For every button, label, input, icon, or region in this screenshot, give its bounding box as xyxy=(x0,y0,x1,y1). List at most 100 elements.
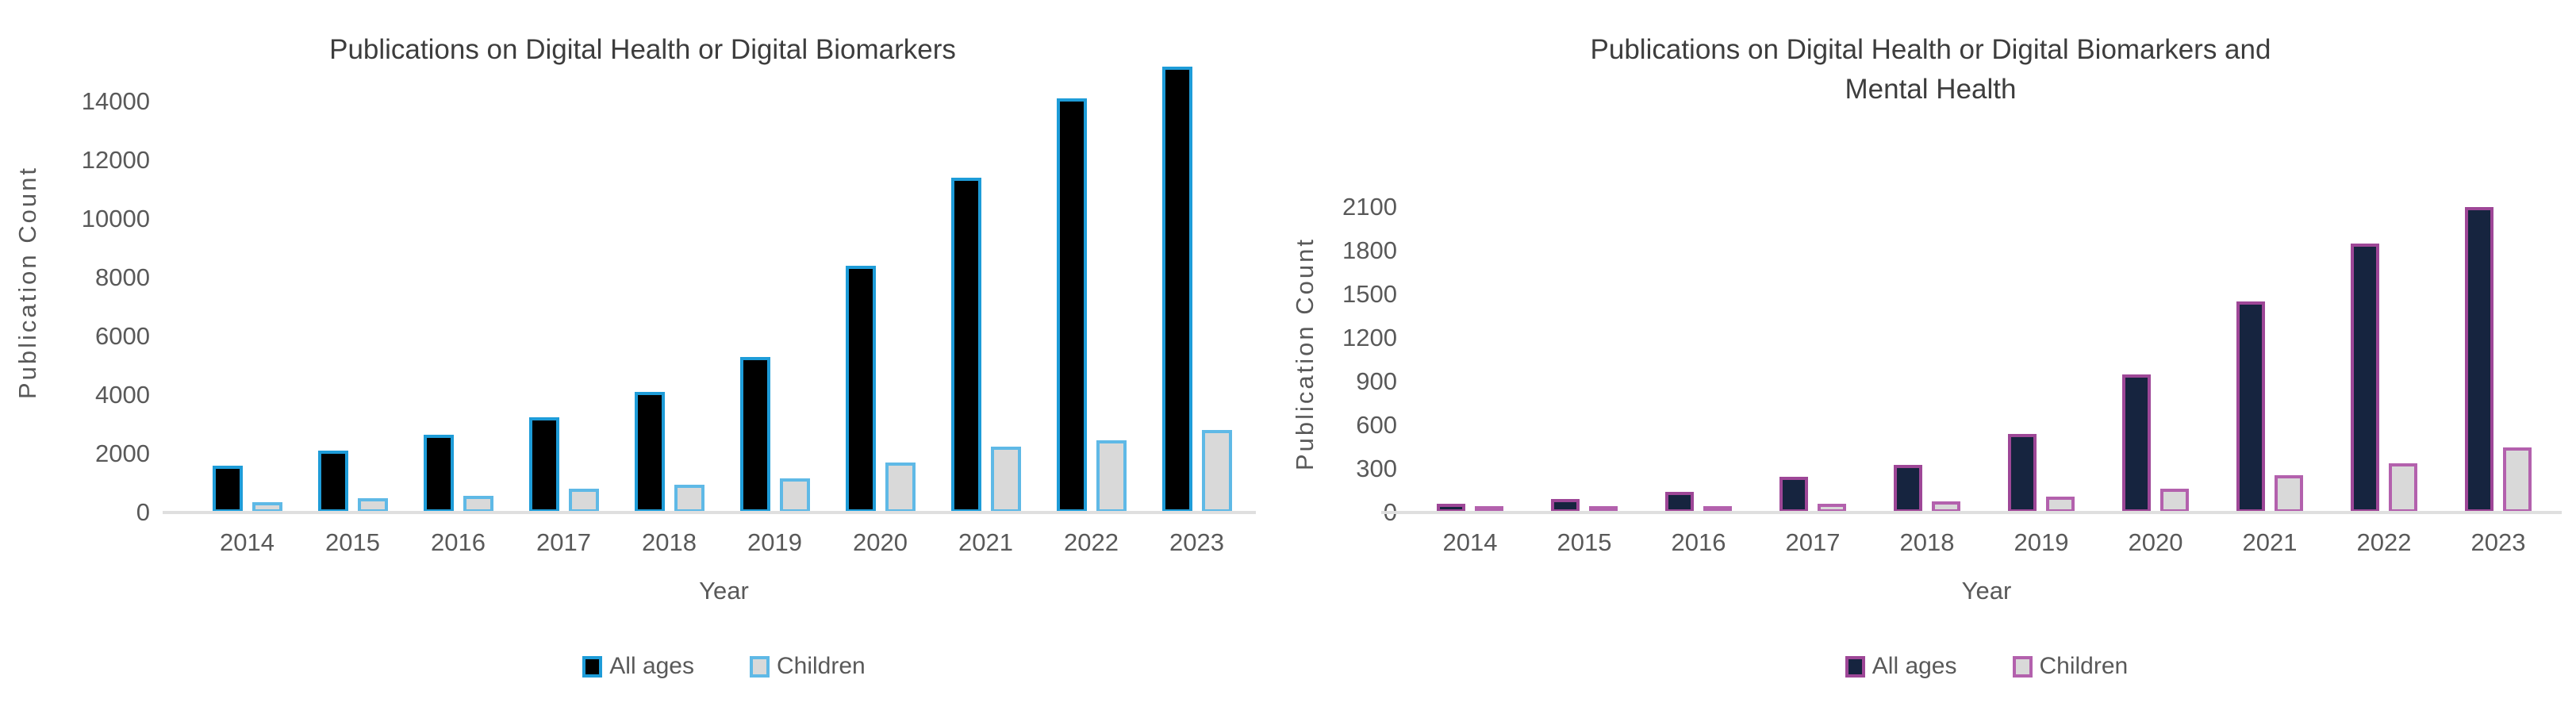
x-tick-label: 2022 xyxy=(2356,528,2412,556)
legend-swatch xyxy=(582,655,603,678)
year-group-2014: 2014 xyxy=(1413,195,1527,556)
year-group-2022: 2022 xyxy=(2327,195,2441,556)
bar-pair xyxy=(1056,98,1127,512)
year-group-2021: 2021 xyxy=(2213,195,2327,556)
x-tick-label: 2017 xyxy=(1785,528,1841,556)
y-tick-label: 1800 xyxy=(1342,236,1397,265)
x-tick-label: 2020 xyxy=(853,528,908,556)
year-group-2020: 2020 xyxy=(2098,195,2213,556)
y-axis-title: Publication Count xyxy=(1291,237,1319,470)
chart-panel-digital-health: Publications on Digital Health or Digita… xyxy=(0,0,1285,714)
bar-children-2014 xyxy=(251,502,282,512)
bar-children-2022 xyxy=(2389,463,2417,512)
x-tick-label: 2023 xyxy=(1169,528,1224,556)
bar-children-2017 xyxy=(568,489,599,512)
chart-title-line1: Publications on Digital Health or Digita… xyxy=(1590,34,2271,65)
bar-all-ages-2022 xyxy=(2351,243,2379,512)
y-axis-title-column: Publication Count xyxy=(0,52,56,512)
bar-children-2016 xyxy=(1703,506,1732,512)
bar-pair xyxy=(423,434,493,512)
x-tick-label: 2019 xyxy=(747,528,802,556)
year-group-2019: 2019 xyxy=(1984,195,2098,556)
bar-all-ages-2017 xyxy=(1779,477,1808,512)
plot-area: 2014 2015 2016 2017 2018 2019 2020 2021 2022 2023 xyxy=(1381,195,2562,556)
bar-pair xyxy=(1437,504,1503,512)
bar-all-ages-2014 xyxy=(1437,504,1465,512)
x-tick-label: 2022 xyxy=(1064,528,1119,556)
bar-pair xyxy=(634,392,704,512)
y-tick-label: 600 xyxy=(1356,411,1397,440)
bar-children-2017 xyxy=(1818,504,1846,512)
bar-all-ages-2021 xyxy=(2236,301,2265,512)
bar-pair xyxy=(2122,374,2189,512)
bar-all-ages-2015 xyxy=(317,451,348,512)
bar-all-ages-2019 xyxy=(2008,434,2037,512)
year-group-2023: 2023 xyxy=(2441,195,2555,556)
year-group-2015: 2015 xyxy=(1527,195,1641,556)
y-tick-label: 10000 xyxy=(81,205,150,232)
bar-all-ages-2015 xyxy=(1551,498,1580,512)
bar-children-2015 xyxy=(1589,506,1618,512)
x-tick-label: 2018 xyxy=(1899,528,1955,556)
y-tick-label: 2000 xyxy=(95,440,150,467)
bar-children-2019 xyxy=(2046,496,2075,512)
bar-children-2023 xyxy=(1201,430,1232,512)
legend-item-all-ages: All ages xyxy=(582,653,694,680)
y-tick-label: 900 xyxy=(1356,367,1397,396)
bar-groups: 2014 2015 2016 2017 2018 2019 2020 2021 2022 2023 xyxy=(194,52,1250,556)
bar-all-ages-2023 xyxy=(2465,207,2493,512)
y-tick-label: 4000 xyxy=(95,381,150,409)
year-group-2021: 2021 xyxy=(933,52,1038,556)
bar-children-2019 xyxy=(779,478,810,512)
x-axis-title: Year xyxy=(1961,577,2012,605)
bar-pair xyxy=(1894,464,1960,512)
bar-pair xyxy=(317,451,388,512)
bar-pair xyxy=(739,356,810,512)
legend: All ages Children xyxy=(1285,652,2576,681)
chart-title-line1: Publications on Digital Health or Digita… xyxy=(329,34,956,65)
y-tick-label: 14000 xyxy=(81,87,150,115)
y-tick-label: 1500 xyxy=(1342,280,1397,309)
x-tick-label: 2019 xyxy=(2014,528,2069,556)
x-tick-label: 2021 xyxy=(2242,528,2298,556)
bar-children-2020 xyxy=(2160,488,2189,512)
bar-children-2020 xyxy=(885,463,916,512)
legend-label: Children xyxy=(2039,653,2129,679)
bar-all-ages-2018 xyxy=(1894,464,1922,512)
chart-body: Publication Count 0 300 600 900 1200 1500 1800… xyxy=(1285,193,2576,556)
bar-children-2015 xyxy=(357,498,388,512)
bar-all-ages-2014 xyxy=(212,465,243,512)
bar-all-ages-2022 xyxy=(1056,98,1087,512)
year-group-2014: 2014 xyxy=(194,52,300,556)
bar-children-2021 xyxy=(990,446,1021,512)
bar-pair xyxy=(2351,243,2417,512)
legend-swatch xyxy=(750,655,770,678)
y-tick-label: 12000 xyxy=(81,146,150,174)
chart-title: Publications on Digital Health or Digita… xyxy=(0,30,1285,70)
bar-children-2014 xyxy=(1475,506,1503,512)
bar-children-2022 xyxy=(1096,440,1127,512)
chart-title-line2: Mental Health xyxy=(1845,74,2017,105)
bar-all-ages-2019 xyxy=(739,356,770,512)
legend-label: All ages xyxy=(609,653,694,679)
bar-all-ages-2020 xyxy=(845,266,876,512)
bar-all-ages-2016 xyxy=(1665,492,1694,512)
y-tick-label: 2100 xyxy=(1342,193,1397,221)
year-group-2016: 2016 xyxy=(405,52,511,556)
bar-children-2018 xyxy=(1932,501,1960,512)
legend-item-children: Children xyxy=(750,653,866,680)
year-group-2015: 2015 xyxy=(300,52,405,556)
bar-children-2016 xyxy=(463,495,493,512)
legend-item-all-ages: All ages xyxy=(1845,653,1957,680)
bar-pair xyxy=(1551,498,1618,512)
x-tick-label: 2020 xyxy=(2128,528,2183,556)
year-group-2017: 2017 xyxy=(1756,195,1870,556)
y-tick-label: 300 xyxy=(1356,455,1397,483)
y-tick-label: 8000 xyxy=(95,263,150,291)
legend-swatch xyxy=(1845,655,1865,678)
bar-pair xyxy=(950,178,1021,512)
bar-groups: 2014 2015 2016 2017 2018 2019 2020 2021 2022 2023 xyxy=(1413,195,2555,556)
bar-pair xyxy=(2465,207,2532,512)
x-tick-label: 2021 xyxy=(958,528,1013,556)
